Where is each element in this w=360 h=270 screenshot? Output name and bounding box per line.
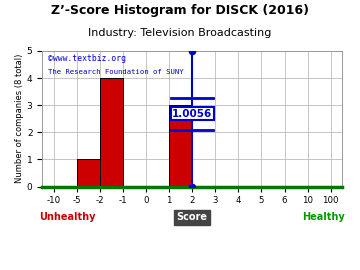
Bar xyxy=(169,105,192,187)
Text: Score: Score xyxy=(177,212,208,222)
Text: 1.0056: 1.0056 xyxy=(172,109,212,119)
Bar xyxy=(77,160,100,187)
Text: ©www.textbiz.org: ©www.textbiz.org xyxy=(48,54,126,63)
Text: The Research Foundation of SUNY: The Research Foundation of SUNY xyxy=(48,69,184,75)
Text: Industry: Television Broadcasting: Industry: Television Broadcasting xyxy=(88,28,272,38)
Text: Healthy: Healthy xyxy=(302,212,345,222)
Bar xyxy=(100,78,123,187)
Y-axis label: Number of companies (8 total): Number of companies (8 total) xyxy=(15,54,24,183)
Text: Unhealthy: Unhealthy xyxy=(39,212,96,222)
Text: Z’-Score Histogram for DISCK (2016): Z’-Score Histogram for DISCK (2016) xyxy=(51,4,309,17)
